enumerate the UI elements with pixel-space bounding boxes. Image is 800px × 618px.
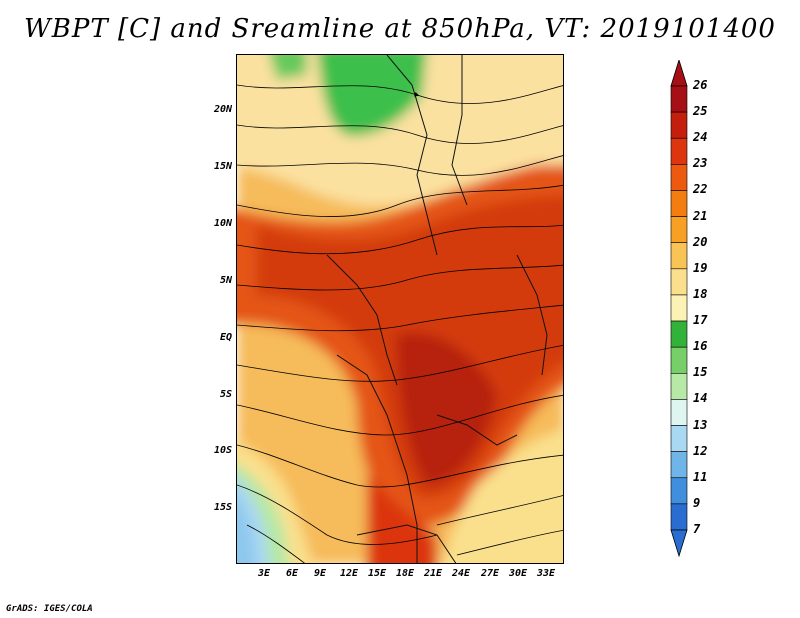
wbpt-field [237, 55, 563, 563]
colorbar-swatch [670, 85, 688, 113]
footer-credit: GrADS: IGES/COLA [6, 604, 93, 614]
colorbar-label: 16 [693, 339, 708, 354]
colorbar-swatch [670, 320, 688, 348]
lat-label-20n: 20N [213, 104, 232, 115]
lat-label-15s: 15S [213, 502, 232, 513]
colorbar-label: 23 [693, 156, 708, 171]
lon-label-21e: 21E [423, 568, 443, 579]
colorbar-label: 9 [693, 495, 701, 510]
colorbar-label: 22 [693, 182, 708, 197]
lat-label-5s: 5S [219, 389, 232, 400]
colorbar-swatch [670, 137, 688, 165]
colorbar-swatch [670, 346, 688, 374]
colorbar-label: 24 [693, 130, 708, 145]
colorbar-swatch [670, 372, 688, 400]
lon-label-30e: 30E [508, 568, 528, 579]
lon-label-15e: 15E [367, 568, 387, 579]
lon-label-33e: 33E [536, 568, 556, 579]
colorbar-swatch [670, 294, 688, 322]
colorbar-label: 21 [693, 208, 708, 223]
lat-label-eq: EQ [219, 332, 232, 343]
shaded-field [237, 55, 563, 563]
colorbar-label: 19 [693, 260, 708, 275]
colorbar-label: 13 [693, 417, 708, 432]
lon-label-6e: 6E [285, 568, 299, 579]
lon-label-3e: 3E [257, 568, 271, 579]
map-panel [236, 54, 564, 564]
colorbar-label: 20 [693, 234, 708, 249]
colorbar-label: 11 [693, 469, 708, 484]
colorbar-label: 7 [693, 522, 701, 536]
colorbar [670, 60, 688, 558]
colorbar-swatch [670, 190, 688, 217]
colorbar-swatch [670, 451, 688, 479]
colorbar-label: 26 [693, 78, 708, 92]
colorbar-label: 25 [693, 104, 708, 119]
lon-label-12e: 12E [339, 568, 359, 579]
lon-label-27e: 27E [480, 568, 500, 579]
colorbar-label: 12 [693, 443, 708, 458]
colorbar-bottom-arrow [670, 529, 688, 558]
colorbar-swatch [670, 503, 688, 531]
colorbar-swatch [670, 216, 688, 244]
lat-label-10s: 10S [213, 445, 232, 456]
colorbar-label: 18 [693, 286, 708, 301]
lon-label-24e: 24E [451, 568, 471, 579]
colorbar-label: 17 [693, 313, 708, 328]
colorbar-swatch [670, 399, 688, 426]
colorbar-swatch [670, 242, 688, 270]
colorbar-top-arrow [670, 60, 688, 87]
borders [326, 55, 548, 563]
colorbar-swatch [670, 477, 688, 505]
colorbar-swatch [670, 111, 688, 139]
colorbar-swatch [670, 164, 688, 191]
lat-label-15n: 15N [213, 161, 232, 172]
lat-label-10n: 10N [213, 218, 232, 229]
colorbar-label: 15 [693, 365, 708, 380]
lon-label-18e: 18E [395, 568, 415, 579]
streamlines [237, 84, 563, 563]
colorbar-swatch [670, 268, 688, 296]
map-title: WBPT [C] and Sreamline at 850hPa, VT: 20… [24, 14, 776, 44]
colorbar-swatch [670, 425, 688, 452]
lon-label-9e: 9E [313, 568, 327, 579]
colorbar-label: 14 [693, 391, 708, 406]
lat-label-5n: 5N [219, 275, 232, 286]
